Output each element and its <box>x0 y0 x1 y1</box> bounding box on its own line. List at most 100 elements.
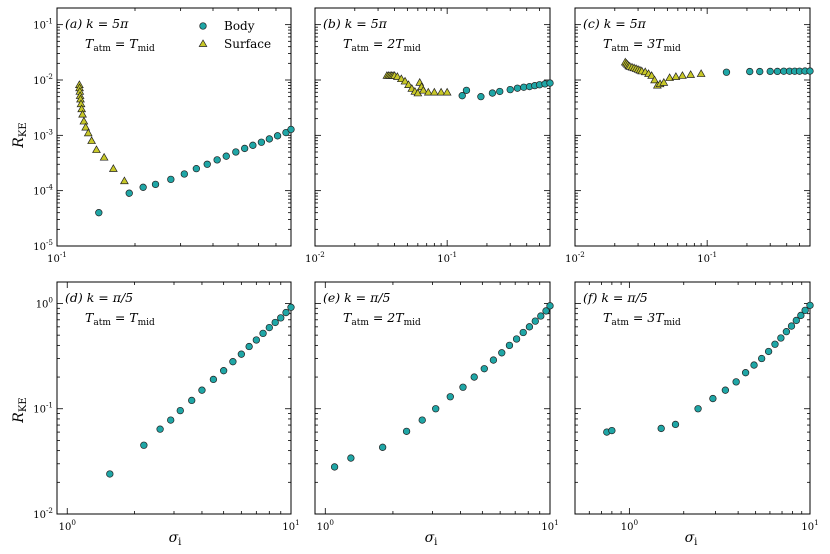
x-tick-label: 10-2 <box>565 250 585 265</box>
data-point-body <box>209 375 218 384</box>
panel-b: 10-2 10-1 (b) k = 5π Tatm = 2Tmid <box>305 7 554 265</box>
data-point-body <box>806 301 814 310</box>
data-point-body <box>797 311 805 320</box>
data-point-body <box>176 406 184 415</box>
series-body <box>106 303 295 478</box>
data-point-body <box>721 386 730 394</box>
y-tick-label: 10-2 <box>33 72 53 87</box>
data-point-body <box>777 334 785 342</box>
panel-e: 100 101 (e) k = π/5 Tatm = 2Tmid <box>314 281 559 533</box>
data-point-body <box>180 170 188 178</box>
panel-label-tatm: Tatm = Tmid <box>85 36 155 54</box>
data-point-surface <box>423 87 433 96</box>
data-point-surface <box>78 109 87 118</box>
data-point-body <box>458 92 466 100</box>
panel-d: 100 101 10-2 10-1 100 (d) k = π/5 Tatm = Tmid <box>33 281 300 533</box>
y-tick-label: 10-4 <box>33 183 53 198</box>
data-point-surface <box>83 128 93 137</box>
data-point-body <box>496 87 504 96</box>
data-point-body <box>188 396 196 405</box>
panel-label-k: (c) k = 5π <box>583 16 647 31</box>
data-point-surface <box>650 75 659 84</box>
data-point-body <box>232 148 240 156</box>
panel-label-tatm: Tatm = 2Tmid <box>343 36 421 54</box>
x-tick-label: 100 <box>317 518 335 533</box>
data-point-surface <box>429 87 439 96</box>
data-point-body <box>498 349 506 357</box>
data-point-body <box>657 424 665 433</box>
data-point-body <box>273 132 282 140</box>
data-point-body <box>265 135 274 143</box>
data-point-body <box>241 144 249 153</box>
data-point-body <box>470 373 478 381</box>
y-tick-label: 10-1 <box>33 401 53 416</box>
series-surface <box>382 71 452 97</box>
data-point-body <box>192 164 201 173</box>
data-point-body <box>378 443 387 451</box>
data-point-body <box>671 420 680 429</box>
data-point-body <box>265 323 273 332</box>
data-point-body <box>546 79 554 87</box>
data-point-surface <box>696 69 706 77</box>
legend-surface-marker <box>198 39 208 47</box>
data-point-surface <box>404 80 413 88</box>
data-point-body <box>156 425 164 433</box>
data-point-body <box>771 340 779 348</box>
data-point-body <box>732 378 740 386</box>
data-point-body <box>512 335 521 343</box>
data-point-body <box>203 160 211 168</box>
data-point-body <box>402 427 411 435</box>
ylabel-bottom: RKE <box>11 397 29 423</box>
data-point-body <box>140 441 148 449</box>
x-tick-label: 10-1 <box>437 250 457 265</box>
data-point-surface <box>108 164 118 172</box>
series-body <box>458 79 554 101</box>
data-point-body <box>792 316 800 325</box>
data-point-body <box>525 323 534 331</box>
data-point-body <box>219 367 228 375</box>
data-point-body <box>125 189 133 197</box>
series-surface <box>620 57 706 89</box>
panel-label-k: (f) k = π/5 <box>583 290 648 305</box>
series-body <box>603 301 814 436</box>
data-point-surface <box>99 152 109 161</box>
x-tick-label: 100 <box>621 518 639 533</box>
data-point-body <box>531 317 539 325</box>
data-point-body <box>608 426 616 435</box>
data-point-body <box>459 383 467 391</box>
y-tick-label: 10-5 <box>33 238 53 253</box>
data-point-body <box>709 394 717 403</box>
data-point-body <box>252 336 260 344</box>
xlabel-d: σi <box>169 530 182 548</box>
panel-label-tatm: Tatm = 2Tmid <box>343 310 421 328</box>
x-tick-label: 100 <box>59 518 77 533</box>
data-point-surface <box>81 122 91 131</box>
data-point-body <box>741 369 750 377</box>
data-point-body <box>287 303 295 311</box>
data-point-body <box>257 138 266 146</box>
xlabel-e: σi <box>425 530 438 548</box>
axes-frame <box>574 281 811 515</box>
data-point-surface <box>79 116 89 125</box>
data-point-body <box>418 416 426 424</box>
data-point-surface <box>678 71 687 79</box>
data-point-body <box>237 350 246 358</box>
panel-label-tatm: Tatm = 3Tmid <box>603 310 681 328</box>
data-point-body <box>106 470 114 478</box>
data-point-body <box>758 354 766 363</box>
data-point-body <box>773 67 782 76</box>
data-point-body <box>167 416 175 424</box>
panel-c: 10-2 10-1 (c) k = 5π Tatm = 3Tmid <box>565 7 814 265</box>
x-tick-label: 101 <box>801 518 818 533</box>
data-point-body <box>746 67 754 76</box>
data-point-body <box>151 180 160 189</box>
panel-label-tatm: Tatm = 3Tmid <box>603 36 681 54</box>
data-point-body <box>432 405 440 413</box>
data-point-body <box>462 86 471 94</box>
data-point-body <box>694 405 702 413</box>
data-point-surface <box>442 87 452 96</box>
data-point-body <box>542 307 550 315</box>
data-point-body <box>287 125 295 134</box>
data-point-body <box>229 358 237 366</box>
legend-body-marker <box>199 22 207 30</box>
